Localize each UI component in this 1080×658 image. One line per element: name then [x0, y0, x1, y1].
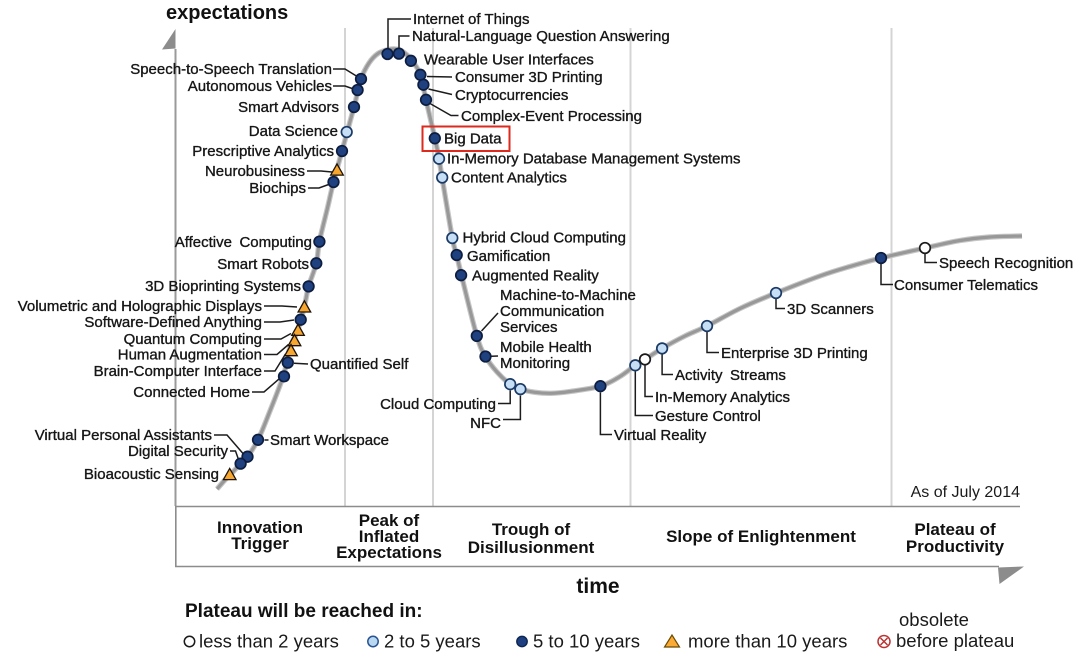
svg-text:Smart Workspace: Smart Workspace [270, 432, 389, 449]
svg-text:Plateau of: Plateau of [914, 520, 996, 539]
svg-text:more than 10 years: more than 10 years [688, 631, 847, 652]
svg-text:Consumer 3D Printing: Consumer 3D Printing [455, 69, 603, 86]
svg-text:Virtual Reality: Virtual Reality [614, 427, 707, 444]
svg-text:Internet of Things: Internet of Things [413, 11, 529, 28]
svg-text:Human Augmentation: Human Augmentation [118, 347, 262, 364]
svg-text:Autonomous Vehicles: Autonomous Vehicles [188, 78, 332, 95]
svg-text:Gamification: Gamification [467, 248, 550, 265]
svg-text:Expectations: Expectations [336, 543, 442, 562]
svg-text:Disillusionment: Disillusionment [468, 538, 595, 557]
svg-text:Cryptocurrencies: Cryptocurrencies [455, 87, 568, 104]
svg-text:before plateau: before plateau [896, 630, 1014, 651]
svg-text:Connected Home: Connected Home [133, 384, 250, 401]
svg-text:Data Science: Data Science [249, 123, 338, 140]
svg-text:Machine-to-Machine: Machine-to-Machine [500, 287, 636, 304]
svg-text:Digital Security: Digital Security [128, 443, 229, 460]
svg-text:NFC: NFC [470, 415, 501, 432]
svg-text:less than 2 years: less than 2 years [199, 631, 339, 652]
svg-text:Consumer Telematics: Consumer Telematics [894, 277, 1038, 294]
svg-text:Productivity: Productivity [906, 537, 1005, 556]
svg-text:Peak of: Peak of [359, 511, 420, 530]
svg-text:Trigger: Trigger [231, 534, 289, 553]
svg-text:In-Memory Analytics: In-Memory Analytics [655, 389, 790, 406]
svg-text:Enterprise 3D Printing: Enterprise 3D Printing [721, 345, 868, 362]
svg-text:Content Analytics: Content Analytics [451, 170, 567, 187]
svg-text:Volumetric and Holographic Dis: Volumetric and Holographic Displays [18, 298, 262, 315]
svg-text:2 to 5 years: 2 to 5 years [384, 631, 481, 652]
svg-text:Bioacoustic Sensing: Bioacoustic Sensing [84, 466, 219, 483]
svg-text:3D Bioprinting Systems: 3D Bioprinting Systems [145, 278, 301, 295]
svg-text:3D Scanners: 3D Scanners [787, 301, 874, 318]
svg-text:time: time [576, 575, 619, 598]
svg-text:Big Data: Big Data [444, 131, 502, 148]
svg-text:Trough of: Trough of [492, 520, 571, 539]
svg-text:Activity Streams: Activity Streams [675, 367, 786, 384]
svg-text:Communication: Communication [500, 303, 604, 320]
svg-text:5 to 10 years: 5 to 10 years [533, 631, 640, 652]
svg-text:Gesture Control: Gesture Control [655, 408, 761, 425]
svg-text:expectations: expectations [166, 2, 288, 24]
svg-text:Monitoring: Monitoring [500, 355, 570, 372]
svg-text:Smart Robots: Smart Robots [217, 256, 309, 273]
svg-text:Brain-Computer Interface: Brain-Computer Interface [94, 363, 262, 380]
svg-text:Inflated: Inflated [359, 527, 419, 546]
svg-text:Slope of Enlightenment: Slope of Enlightenment [666, 527, 856, 546]
svg-text:Quantum Computing: Quantum Computing [124, 331, 262, 348]
svg-text:In-Memory Database Management: In-Memory Database Management Systems [447, 151, 740, 168]
svg-text:Prescriptive Analytics: Prescriptive Analytics [192, 143, 334, 160]
svg-text:Speech-to-Speech Translation: Speech-to-Speech Translation [130, 61, 332, 78]
svg-text:Plateau will be reached in:: Plateau will be reached in: [185, 601, 423, 622]
svg-text:Augmented Reality: Augmented Reality [472, 268, 599, 285]
svg-text:Affective Computing: Affective Computing [175, 234, 312, 251]
svg-text:Neurobusiness: Neurobusiness [205, 163, 305, 180]
svg-text:Wearable User Interfaces: Wearable User Interfaces [424, 52, 594, 69]
svg-text:Innovation: Innovation [217, 518, 303, 537]
svg-text:Cloud Computing: Cloud Computing [380, 396, 496, 413]
svg-text:obsolete: obsolete [899, 609, 969, 630]
svg-text:Complex-Event Processing: Complex-Event Processing [461, 108, 642, 125]
svg-text:Speech Recognition: Speech Recognition [939, 255, 1073, 272]
svg-text:Software-Defined Anything: Software-Defined Anything [84, 314, 262, 331]
svg-text:Biochips: Biochips [249, 180, 306, 197]
svg-text:Mobile Health: Mobile Health [500, 339, 592, 356]
svg-text:Smart Advisors: Smart Advisors [238, 99, 339, 116]
svg-text:Quantified Self: Quantified Self [310, 356, 409, 373]
svg-text:Natural-Language Question Answ: Natural-Language Question Answering [412, 28, 670, 45]
svg-text:Services: Services [500, 319, 558, 336]
svg-text:Virtual Personal Assistants: Virtual Personal Assistants [35, 427, 212, 444]
svg-text:As of July 2014: As of July 2014 [911, 484, 1021, 501]
svg-text:Hybrid Cloud Computing: Hybrid Cloud Computing [463, 230, 626, 247]
